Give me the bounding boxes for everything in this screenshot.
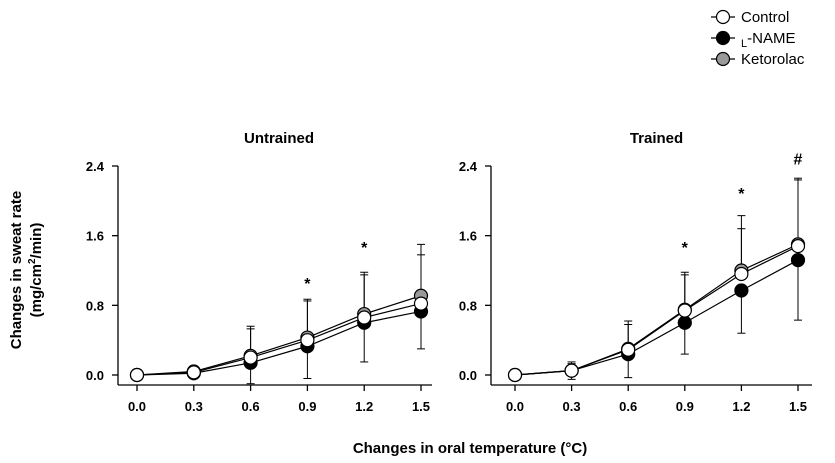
data-point-control bbox=[790, 239, 806, 254]
legend-label: Control bbox=[741, 9, 789, 26]
x-tick-label: 1.2 bbox=[355, 399, 373, 414]
y-axis-title-line2: (mg/cm2/min) bbox=[27, 223, 45, 318]
y-tick-label: 0.0 bbox=[86, 368, 104, 383]
x-tick-label: 0.3 bbox=[185, 399, 203, 414]
x-tick-label: 0.9 bbox=[298, 399, 316, 414]
significance-marker: * bbox=[738, 186, 745, 203]
y-axis-title-line1: Changes in sweat rate bbox=[8, 191, 25, 349]
y-axis-title-unit-sup: 2 bbox=[27, 258, 38, 264]
x-tick-label: 0.6 bbox=[242, 399, 260, 414]
y-tick-label: 2.4 bbox=[459, 159, 478, 174]
y-tick-label: 1.6 bbox=[459, 229, 477, 244]
data-point-control bbox=[186, 365, 201, 380]
data-point-l-name bbox=[677, 315, 692, 330]
data-point-control bbox=[621, 342, 636, 357]
x-tick-label: 0.0 bbox=[506, 399, 524, 414]
legend-marker bbox=[715, 9, 731, 25]
x-tick-label: 0.0 bbox=[128, 399, 146, 414]
data-point-control bbox=[357, 310, 372, 325]
legend-marker bbox=[715, 51, 731, 67]
data-point-control bbox=[677, 303, 692, 318]
y-tick-label: 2.4 bbox=[86, 159, 105, 174]
series-line-l-name bbox=[136, 310, 422, 376]
data-point-control bbox=[734, 266, 749, 282]
panel-trained: Trained 0.0 0.8 1.6 2.4 0.0 0.3 0.6 0.9 1.2 1.5 * * # bbox=[459, 130, 812, 414]
panel-untrained: Untrained 0.0 0.8 1.6 2.4 0.0 0.3 0.6 0.9 1.2 1.5 *… bbox=[86, 130, 432, 414]
y-tick-label: 0.8 bbox=[86, 298, 104, 313]
y-axis-title-unit-b: /min) bbox=[28, 223, 45, 259]
significance-marker: # bbox=[794, 151, 803, 168]
legend-label-sub: L bbox=[741, 38, 747, 50]
series-line-l-name bbox=[514, 259, 799, 376]
significance-marker: * bbox=[682, 240, 689, 257]
panel-title: Untrained bbox=[244, 130, 314, 147]
legend-marker bbox=[715, 30, 731, 46]
legend-label: Ketorolac bbox=[741, 51, 805, 68]
significance-marker: * bbox=[304, 276, 311, 293]
data-point-control bbox=[243, 350, 258, 365]
data-point-l-name bbox=[734, 283, 749, 298]
y-tick-label: 0.0 bbox=[459, 368, 477, 383]
series-line-ketorolac bbox=[136, 295, 422, 376]
series-line-control bbox=[136, 303, 422, 376]
x-axis-title: Changes in oral temperature (°C) bbox=[353, 440, 587, 457]
x-tick-label: 0.9 bbox=[676, 399, 694, 414]
y-tick-label: 1.6 bbox=[86, 229, 104, 244]
x-tick-label: 1.5 bbox=[412, 399, 430, 414]
data-point-control bbox=[564, 363, 579, 378]
significance-marker: * bbox=[361, 240, 368, 257]
y-tick-label: 0.8 bbox=[459, 298, 477, 313]
data-point-l-name bbox=[790, 252, 806, 268]
data-point-control bbox=[507, 367, 523, 383]
data-point-control bbox=[129, 367, 145, 383]
x-tick-label: 1.5 bbox=[789, 399, 807, 414]
y-axis-title-unit-a: (mg/cm bbox=[28, 264, 45, 317]
data-point-control bbox=[413, 296, 429, 311]
x-tick-label: 0.3 bbox=[563, 399, 581, 414]
x-tick-label: 1.2 bbox=[732, 399, 750, 414]
legend-label: L-NAME bbox=[741, 30, 795, 50]
series-line-ketorolac bbox=[514, 243, 799, 376]
panel-title: Trained bbox=[630, 130, 683, 147]
legend-label-rest: -NAME bbox=[747, 30, 795, 47]
x-tick-label: 0.6 bbox=[619, 399, 637, 414]
data-point-control bbox=[300, 333, 315, 348]
series-line-control bbox=[514, 245, 799, 376]
